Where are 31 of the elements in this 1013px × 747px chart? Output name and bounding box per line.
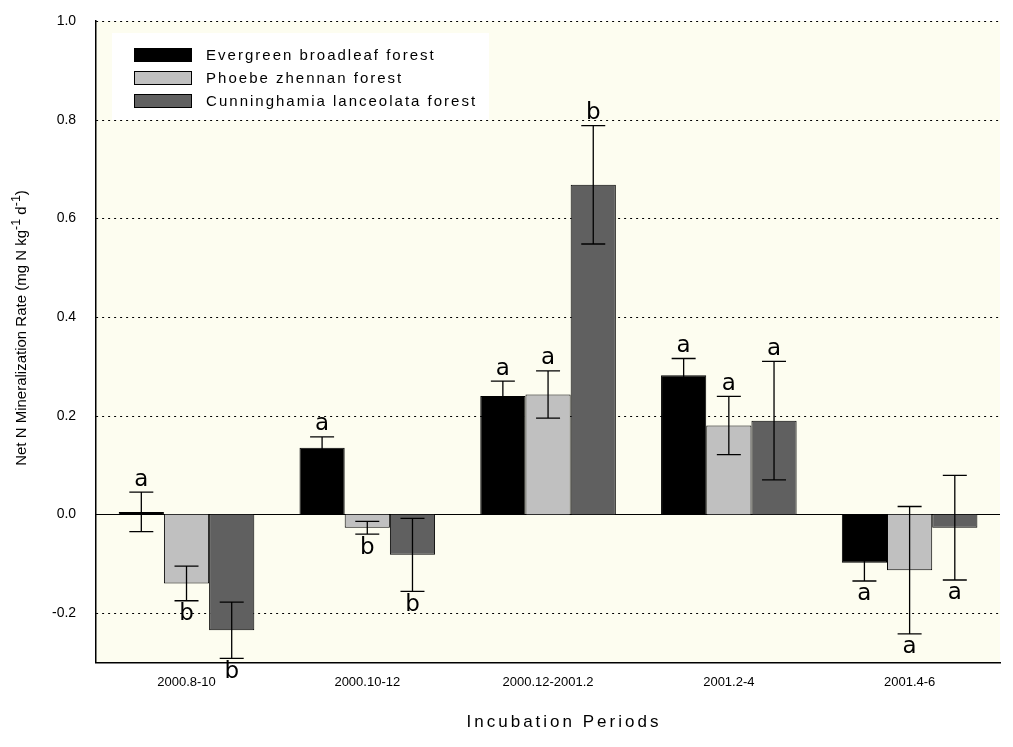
x-tick-label: 2001.4-6 <box>883 673 936 689</box>
data-label: a <box>857 579 872 606</box>
data-label: a <box>495 353 510 380</box>
data-label: a <box>541 343 556 370</box>
data-label: b <box>179 599 194 626</box>
data-label: b <box>585 98 601 125</box>
legend-label: Cunninghamia lanceolata forest <box>206 92 478 109</box>
x-tick-label: 2000.10-12 <box>334 673 401 689</box>
legend-label: Phoebe zhennan forest <box>206 69 404 86</box>
y-tick-label: 0.2 <box>56 406 77 423</box>
data-label: a <box>721 368 736 395</box>
data-label: a <box>134 464 149 491</box>
y-tick-label: 0.0 <box>56 505 77 522</box>
legend-label: Evergreen broadleaf forest <box>206 46 436 63</box>
data-label: a <box>902 632 917 659</box>
x-tick-label: 2000.12-2001.2 <box>502 673 594 689</box>
y-tick-label: 0.8 <box>56 110 77 127</box>
data-label: a <box>676 330 691 357</box>
x-axis-title: Incubation Periods <box>465 712 663 732</box>
data-label: a <box>947 578 962 605</box>
data-label: b <box>224 656 240 683</box>
data-label: a <box>766 333 782 360</box>
data-label: a <box>315 409 330 436</box>
data-label: b <box>405 589 420 616</box>
x-tick-label: 2000.8-10 <box>157 673 216 689</box>
y-tick-label: -0.2 <box>52 603 77 620</box>
y-tick-label: 0.4 <box>56 307 77 324</box>
y-tick-label: 1.0 <box>56 11 77 28</box>
x-tick-label: 2001.2-4 <box>703 673 755 689</box>
data-label: b <box>359 532 375 559</box>
y-tick-label: 0.6 <box>56 209 77 226</box>
